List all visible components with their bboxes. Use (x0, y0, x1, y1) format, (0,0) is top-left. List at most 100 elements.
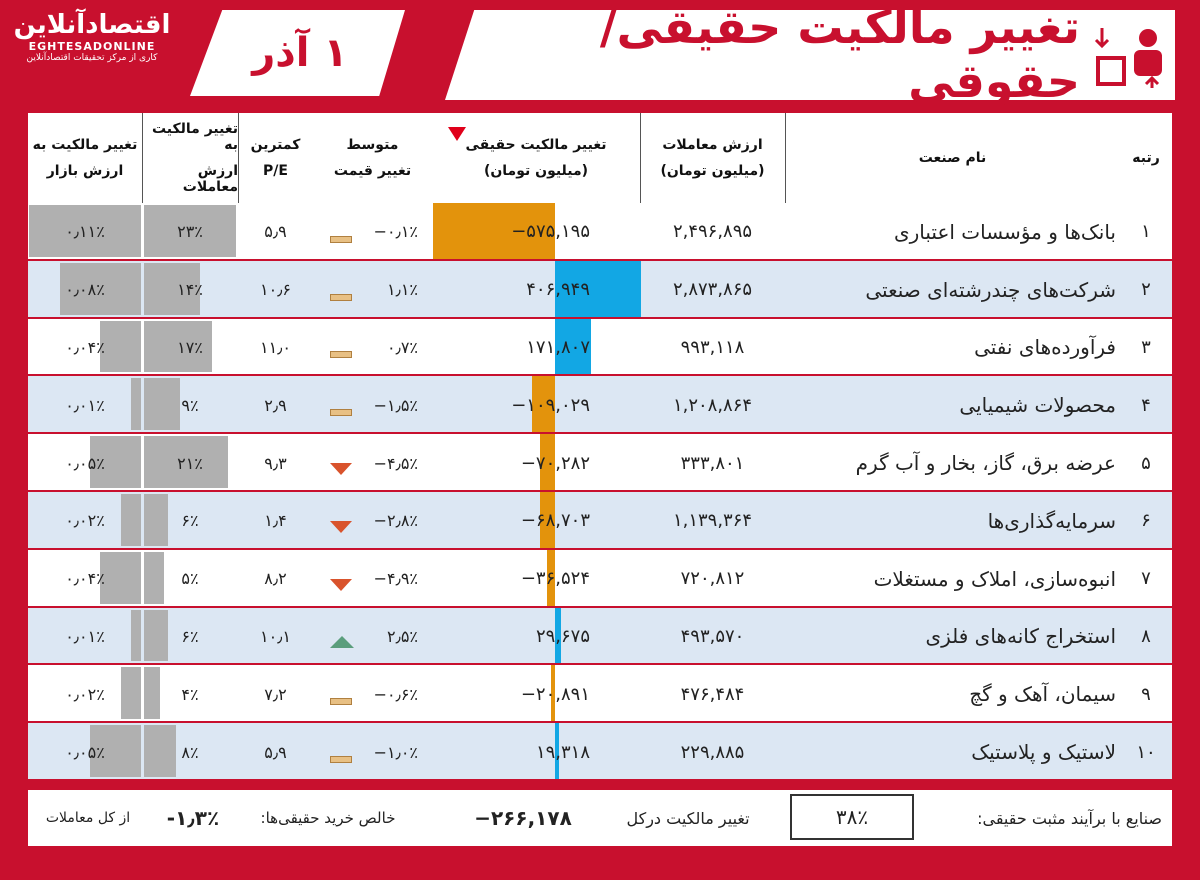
trade-share: ۶٪ (181, 511, 199, 531)
trade-share-bar (144, 205, 236, 257)
market-share: ۰٫۱۱٪ (65, 222, 105, 242)
trade-share: ۴٪ (181, 684, 199, 704)
date-banner (190, 10, 405, 96)
rank: ۹ (1141, 683, 1151, 705)
market-share-bar (90, 436, 141, 488)
real-change: −۲۰,۸۹۱ (520, 683, 590, 705)
real-change: ۲۹,۶۷۵ (535, 625, 590, 647)
pe: ۱۰٫۱ (260, 626, 291, 646)
market-share-bar (120, 667, 141, 720)
price-change: −۱٫۰٪ (373, 742, 418, 762)
date: ۱ آذر (252, 30, 348, 76)
trend-icon (330, 235, 352, 243)
real-change-bar (555, 260, 642, 317)
trade-value: ۴۷۶,۴۸۴ (680, 683, 745, 705)
pe: ۸٫۲ (264, 569, 287, 589)
trend-icon (330, 698, 352, 706)
price-change: −۲٫۸٪ (373, 511, 418, 531)
market-share-bar (130, 609, 141, 662)
real-change: −۱۰۹,۰۲۹ (511, 394, 590, 416)
table-row: ۱۰ لاستیک و پلاستیک ۲۲۹,۸۸۵ ۱۹,۳۱۸ −۱٫۰٪ ۵٫۹ ۸… (28, 723, 1172, 781)
trade-share-bar (144, 262, 200, 315)
real-change: ۴۰۶,۹۴۹ (526, 279, 590, 301)
trade-share: ۱۴٪ (177, 280, 203, 300)
market-share-bar (90, 725, 141, 777)
sort-icon (448, 127, 466, 141)
logo: اقتصادآنلاین EGHTESADONLINE کاری از مرکز… (12, 10, 172, 80)
market-share: ۰٫۰۲٪ (65, 511, 105, 531)
column-unit: P/E (263, 163, 288, 179)
market-share-bar (130, 378, 141, 431)
logo-text: اقتصادآنلاین (13, 10, 171, 40)
trade-share-bar (144, 320, 212, 373)
trade-share: ۲۳٪ (177, 222, 203, 242)
column-title: نام صنعت (918, 150, 987, 166)
logo-latin: EGHTESADONLINE (28, 40, 156, 53)
industry-name: محصولات شیمیایی (959, 393, 1116, 418)
trend-icon (330, 293, 352, 301)
market-share: ۰٫۰۱٪ (65, 626, 105, 646)
rank: ۱۰ (1136, 741, 1156, 763)
column-header: کمترین P/E (238, 113, 313, 203)
trend-icon (330, 636, 354, 649)
price-change: −۱٫۵٪ (373, 395, 418, 415)
trade-share: ۹٪ (181, 395, 199, 415)
trade-value: ۹۹۳,۱۱۸ (680, 336, 745, 358)
pe: ۵٫۹ (264, 742, 287, 762)
real-change-bar (555, 723, 560, 779)
title: تغییر مالکیت حقیقی/حقوقی (599, 0, 1080, 108)
rank: ۴ (1141, 394, 1151, 416)
column-title: رتبه (1132, 150, 1160, 166)
industry-name: لاستیک و پلاستیک (971, 740, 1116, 765)
industry-name: سیمان، آهک و گچ (969, 682, 1116, 707)
footer-value: -۱٫۳٪ (166, 806, 220, 830)
table-row: ۷ انبوه‌سازی، املاک و مستغلات ۷۲۰,۸۱۲ −۳۶,۵… (28, 549, 1172, 608)
trade-share: ۱۷٪ (177, 337, 203, 357)
rank: ۷ (1141, 568, 1151, 590)
price-change: −۰٫۱٪ (373, 222, 418, 242)
price-change: ۰٫۷٪ (387, 337, 418, 357)
column-header: ارزش معاملات (میلیون تومان) (640, 113, 785, 203)
trend-icon (330, 756, 352, 764)
column-unit: تغییر قیمت (333, 163, 412, 179)
table: رتبه نام صنعت ارزش معاملات (میلیون تومان) تغ… (28, 113, 1172, 781)
real-change: −۶۸,۷۰۳ (520, 510, 590, 532)
trade-value: ۴۹۳,۵۷۰ (680, 625, 745, 647)
trade-share-bar (144, 436, 228, 488)
footer-label: تغییر مالکیت درکل (626, 808, 750, 828)
rank: ۳ (1141, 336, 1151, 358)
column-unit: ارزش بازار (46, 163, 124, 179)
trade-share-bar (144, 667, 160, 720)
real-change-bar (555, 318, 592, 375)
rank: ۱ (1141, 221, 1151, 243)
price-change: ۲٫۵٪ (387, 626, 418, 646)
industry-name: شرکت‌های چندرشته‌ای صنعتی (865, 277, 1116, 302)
pe: ۹٫۳ (264, 453, 287, 473)
real-change: ۱۷۱,۸۰۷ (526, 336, 590, 358)
industry-name: فرآورده‌های نفتی (974, 335, 1116, 360)
pe: ۷٫۲ (264, 684, 287, 704)
trend-icon (330, 351, 352, 359)
real-change-bar (540, 492, 555, 548)
column-header: تغییر مالکیت به ارزش معاملات (142, 113, 238, 203)
rank: ۵ (1141, 452, 1151, 474)
column-unit: (میلیون تومان) (483, 163, 589, 179)
pe: ۱۰٫۶ (260, 280, 291, 300)
footer-value: −۲۶۶,۱۷۸ (474, 806, 572, 830)
market-share: ۰٫۰۸٪ (65, 280, 105, 300)
industry-name: استخراج کانه‌های فلزی (925, 624, 1116, 649)
footer-label: از کل معاملات (45, 810, 131, 826)
trade-value: ۷۲۰,۸۱۲ (680, 568, 745, 590)
trade-share-bar (144, 609, 168, 662)
footer: صنایع با برآیند مثبت حقیقی: ۳۸٪ تغییر ما… (28, 790, 1172, 846)
trade-value: ۲,۴۹۶,۸۹۵ (672, 221, 753, 243)
trend-icon (330, 578, 352, 591)
trade-share: ۸٪ (181, 742, 199, 762)
market-share: ۰٫۰۵٪ (65, 742, 105, 762)
column-header: نام صنعت (785, 113, 1120, 203)
trade-share: ۶٪ (181, 626, 199, 646)
column-header: رتبه (1120, 113, 1172, 203)
title-banner (445, 10, 1175, 100)
column-header: تغییر مالکیت حقیقی (میلیون تومان) (432, 113, 640, 203)
